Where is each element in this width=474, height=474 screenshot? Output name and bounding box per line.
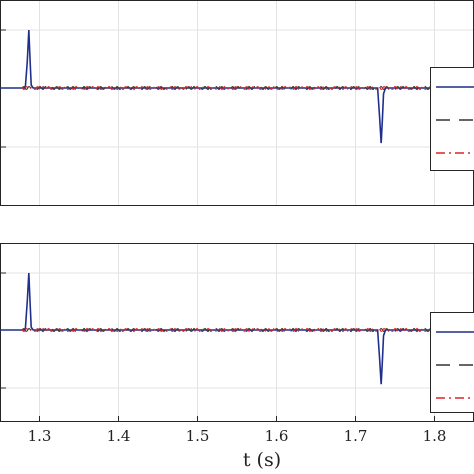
legend-box <box>430 312 474 413</box>
series-line-solid <box>0 272 474 385</box>
x-tick-label: 1.6 <box>265 427 289 445</box>
top-plot-panel <box>0 0 474 206</box>
bottom-plot-frame <box>0 243 474 422</box>
legend-box <box>430 67 474 171</box>
top-plot-legend <box>430 67 474 171</box>
bottom-plot-series <box>0 272 474 385</box>
x-tick-label: 1.3 <box>28 427 52 445</box>
bottom-plot-x-ticks: 1.3 1.4 1.5 1.6 1.7 1.8 <box>28 416 447 445</box>
series-line-solid <box>0 29 474 144</box>
x-tick-label: 1.5 <box>186 427 210 445</box>
bottom-plot-panel: 1.3 1.4 1.5 1.6 1.7 1.8 <box>0 243 474 445</box>
series-line-dashed <box>21 85 473 91</box>
series-line-dashdot <box>21 327 473 333</box>
top-plot-frame <box>0 0 474 206</box>
series-line-dashed <box>21 327 473 333</box>
series-line-dashdot <box>21 85 473 91</box>
x-tick-label: 1.4 <box>107 427 131 445</box>
x-tick-label: 1.7 <box>344 427 368 445</box>
x-tick-label: 1.8 <box>423 427 447 445</box>
top-plot-series <box>0 29 474 144</box>
bottom-plot-legend <box>430 312 474 413</box>
x-axis-label: t (s) <box>243 449 281 471</box>
